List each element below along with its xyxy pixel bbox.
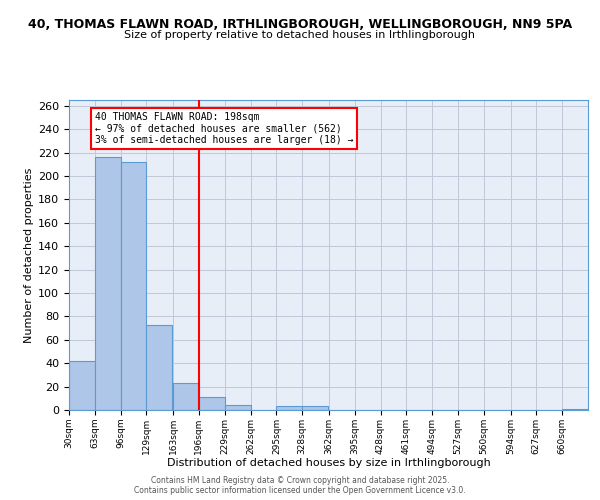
Bar	[302, 406, 328, 410]
Text: 40 THOMAS FLAWN ROAD: 198sqm
← 97% of detached houses are smaller (562)
3% of se: 40 THOMAS FLAWN ROAD: 198sqm ← 97% of de…	[95, 112, 353, 145]
Bar	[199, 397, 225, 410]
Bar	[173, 383, 199, 410]
Bar	[121, 162, 146, 410]
Bar	[277, 406, 302, 410]
Bar	[562, 409, 588, 410]
Text: Size of property relative to detached houses in Irthlingborough: Size of property relative to detached ho…	[125, 30, 476, 40]
Y-axis label: Number of detached properties: Number of detached properties	[24, 168, 34, 342]
Bar	[95, 158, 121, 410]
Text: 40, THOMAS FLAWN ROAD, IRTHLINGBOROUGH, WELLINGBOROUGH, NN9 5PA: 40, THOMAS FLAWN ROAD, IRTHLINGBOROUGH, …	[28, 18, 572, 30]
Bar	[146, 324, 172, 410]
Text: Contains HM Land Registry data © Crown copyright and database right 2025.: Contains HM Land Registry data © Crown c…	[151, 476, 449, 485]
Bar	[69, 361, 95, 410]
Bar	[225, 406, 251, 410]
X-axis label: Distribution of detached houses by size in Irthlingborough: Distribution of detached houses by size …	[167, 458, 490, 468]
Text: Contains public sector information licensed under the Open Government Licence v3: Contains public sector information licen…	[134, 486, 466, 495]
